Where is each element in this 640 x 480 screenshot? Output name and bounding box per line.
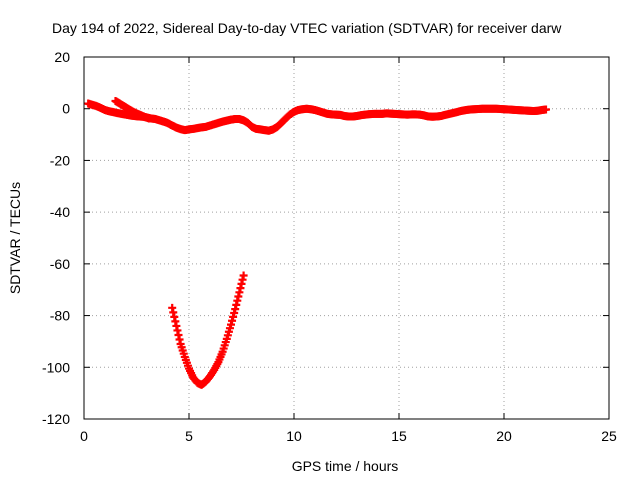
plot-frame — [83, 56, 610, 420]
y-tick-label: -20 — [50, 152, 70, 168]
y-tick-label: 0 — [62, 101, 70, 117]
y-tick-labels: -120 -100 -80 -60 -40 -20 0 20 — [42, 49, 70, 427]
series-arc-short — [111, 96, 154, 123]
y-tick-label: -60 — [50, 256, 70, 272]
chart-title: Day 194 of 2022, Sidereal Day-to-day VTE… — [52, 20, 562, 36]
x-tick-labels: 0 5 10 15 20 25 — [80, 428, 617, 444]
y-tick-label: -100 — [42, 359, 70, 375]
y-axis-label: SDTVAR / TECUs — [7, 182, 23, 294]
y-tick-label: -40 — [50, 204, 70, 220]
x-tick-label: 10 — [286, 428, 302, 444]
x-tick-label: 20 — [496, 428, 512, 444]
x-tick-label: 15 — [391, 428, 407, 444]
x-tick-label: 0 — [80, 428, 88, 444]
data-points — [84, 96, 550, 389]
y-tick-label: -120 — [42, 411, 70, 427]
series-arc-dip — [168, 271, 248, 389]
data-point — [145, 114, 154, 123]
x-tick-label: 5 — [185, 428, 193, 444]
data-point — [239, 271, 248, 280]
x-tick-label: 25 — [601, 428, 617, 444]
data-point — [542, 105, 550, 114]
y-tick-label: -80 — [50, 308, 70, 324]
x-axis-label: GPS time / hours — [292, 458, 399, 474]
y-tick-label: 20 — [54, 49, 70, 65]
